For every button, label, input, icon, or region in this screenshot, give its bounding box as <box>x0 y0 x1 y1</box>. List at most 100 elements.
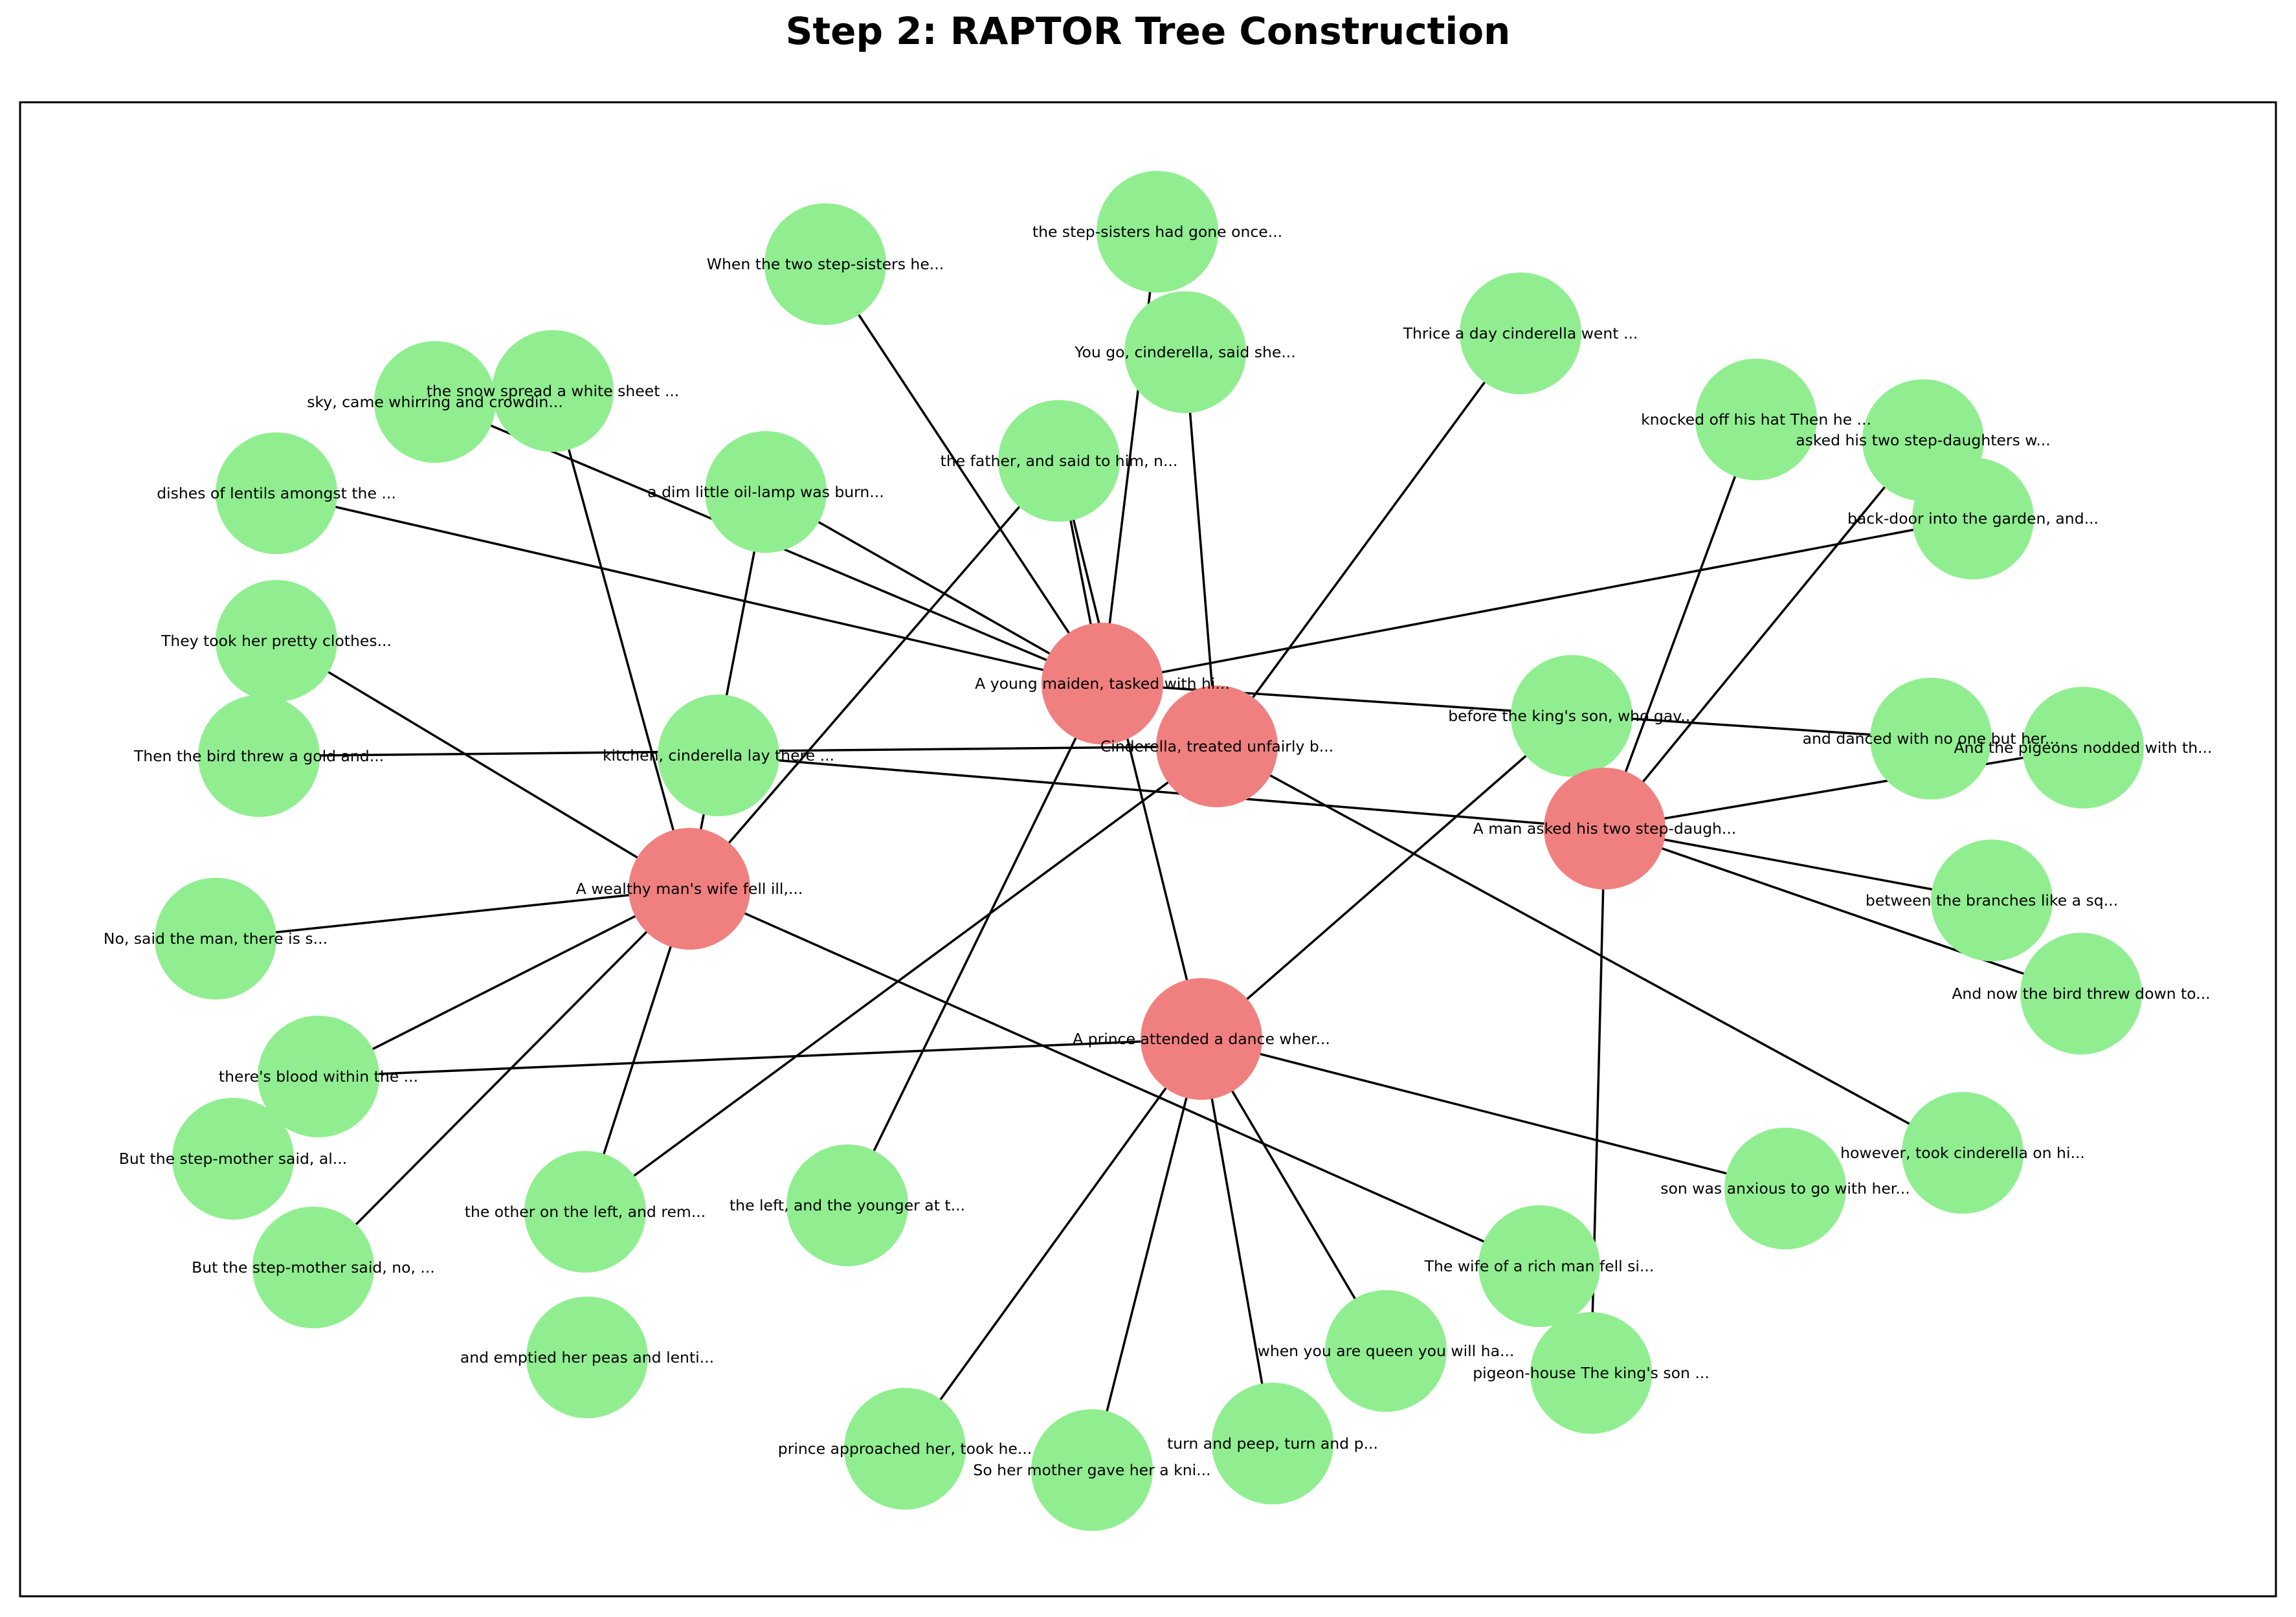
leaf-node-l13 <box>216 580 337 702</box>
leaf-node-l6 <box>492 330 614 452</box>
leaf-node-l9 <box>216 432 337 554</box>
summary-node-s4 <box>1544 768 1666 889</box>
edge-s4-l7 <box>1603 419 1757 829</box>
leaf-node-l26 <box>786 1144 908 1266</box>
leaf-node-label: dishes of lentils amongst the ... <box>157 484 396 502</box>
leaf-node-label: and danced with no one but her... <box>1803 730 2060 748</box>
edge-s5-l33 <box>1200 1038 1274 1444</box>
leaf-node-label: there's blood within the ... <box>219 1067 418 1086</box>
leaf-node-label: the left, and the younger at t... <box>730 1196 965 1214</box>
edge-s4-l8 <box>1603 439 1924 830</box>
leaf-node-label: You go, cinderella, said she... <box>1074 343 1296 361</box>
leaf-node-l21 <box>2020 933 2142 1054</box>
edge-s3-l3 <box>1184 351 1218 747</box>
leaf-node-l11 <box>998 400 1120 522</box>
edge-s2-l26 <box>846 683 1104 1206</box>
leaf-node-label: the snow spread a white sheet ... <box>427 382 680 400</box>
leaf-node-label: the step-sisters had gone once... <box>1032 223 1282 241</box>
summary-node-label: A man asked his two step-daugh... <box>1473 820 1737 838</box>
edge-s1-l11 <box>688 460 1060 890</box>
summary-node-label: A wealthy man's wife fell ill,... <box>576 880 803 898</box>
leaf-node-l20 <box>1931 840 2053 961</box>
leaf-node-label: the father, and said to him, n... <box>941 452 1178 470</box>
edge-s1-l6 <box>552 390 691 889</box>
summary-node-s3 <box>1156 686 1278 807</box>
leaf-node-l31 <box>1325 1290 1447 1412</box>
summary-node-label: A prince attended a dance wher... <box>1073 1030 1330 1048</box>
leaf-node-label: When the two step-sisters he... <box>707 255 944 273</box>
edge-s2-l2 <box>824 263 1104 684</box>
leaf-node-label: son was anxious to go with her... <box>1660 1179 1910 1198</box>
leaf-node-l34 <box>844 1388 966 1510</box>
leaf-node-l25 <box>1724 1128 1846 1249</box>
edge-s5-l22 <box>318 1038 1202 1078</box>
leaf-node-label: And now the bird threw down to... <box>1952 985 2210 1003</box>
leaf-node-l1 <box>1097 171 1218 293</box>
edge-s1-l10 <box>688 491 767 889</box>
plot-frame <box>19 101 2277 1598</box>
leaf-node-l3 <box>1124 291 1246 413</box>
edge-s5-l34 <box>904 1038 1203 1450</box>
leaf-node-l7 <box>1695 359 1817 480</box>
leaf-node-label: And the pigeons nodded with th... <box>1954 739 2212 757</box>
leaf-node-l14 <box>1511 655 1633 777</box>
leaf-node-l19 <box>155 878 276 999</box>
edge-s2-l9 <box>276 492 1103 685</box>
summary-node-s2 <box>1042 623 1163 744</box>
edge-s4-l18 <box>1604 746 2084 830</box>
leaf-node-l33 <box>1212 1383 1333 1504</box>
leaf-node-l23 <box>172 1098 294 1220</box>
leaf-node-l10 <box>705 431 827 553</box>
leaf-node-l35 <box>1031 1409 1153 1531</box>
leaf-node-label: turn and peep, turn and p... <box>1167 1434 1378 1453</box>
leaf-node-l16 <box>658 695 779 816</box>
leaf-node-label: Then the bird threw a gold and... <box>133 747 384 765</box>
leaf-node-label: But the step-mother said, no, ... <box>192 1258 435 1277</box>
leaf-node-label: The wife of a rich man fell si... <box>1424 1257 1655 1275</box>
leaf-node-label: a dim little oil-lamp was burn... <box>647 483 884 501</box>
leaf-node-l12 <box>1912 458 2034 579</box>
leaf-node-label: But the step-mother said, al... <box>119 1150 347 1168</box>
leaf-node-l18 <box>2022 687 2144 808</box>
leaf-node-label: prince approached her, took he... <box>778 1440 1032 1458</box>
edge-s3-l24 <box>1216 745 1963 1154</box>
leaf-node-label: when you are queen you will ha... <box>1258 1342 1515 1360</box>
edge-s5-l11 <box>1058 460 1203 1040</box>
leaf-node-l4 <box>1460 273 1581 394</box>
leaf-node-l29 <box>1478 1205 1600 1327</box>
label-layer: the step-sisters had gone once... When th… <box>104 223 2212 1479</box>
leaf-node-l30 <box>526 1297 648 1418</box>
leaf-node-label: however, took cinderella on hi... <box>1840 1144 2085 1162</box>
leaf-node-label: between the branches like a sq... <box>1866 891 2118 909</box>
edge-s3-l27 <box>584 745 1218 1213</box>
leaf-node-label: back-door into the garden, and... <box>1847 509 2099 528</box>
summary-node-label: A young maiden, tasked with hi... <box>975 675 1230 693</box>
edge-s4-l20 <box>1604 827 1992 902</box>
edge-s1-l13 <box>276 640 690 890</box>
edge-s3-l4 <box>1216 332 1522 748</box>
leaf-node-label: and emptied her peas and lenti... <box>460 1348 714 1366</box>
edge-s2-l12 <box>1102 517 1974 685</box>
node-layer <box>155 171 2144 1531</box>
leaf-node-l32 <box>1530 1312 1652 1434</box>
leaf-node-label: Thrice a day cinderella went ... <box>1403 324 1638 342</box>
leaf-node-label: the other on the left, and rem... <box>465 1203 706 1221</box>
leaf-node-label: knocked off his hat Then he ... <box>1641 410 1871 429</box>
edge-s1-l19 <box>215 887 690 940</box>
summary-node-s1 <box>629 828 750 950</box>
leaf-node-label: pigeon-house The king's son ... <box>1473 1364 1710 1382</box>
edge-s1-l28 <box>312 887 691 1269</box>
summary-node-s5 <box>1141 978 1262 1100</box>
edge-s5-l35 <box>1091 1038 1203 1471</box>
edge-s5-l14 <box>1200 715 1573 1040</box>
leaf-node-l28 <box>252 1207 374 1328</box>
leaf-node-label: No, said the man, there is s... <box>104 930 328 948</box>
edge-s2-l10 <box>765 491 1103 685</box>
leaf-node-l5 <box>374 341 496 463</box>
summary-node-label: Cinderella, treated unfairly b... <box>1100 737 1333 755</box>
edge-s1-l22 <box>318 887 690 1078</box>
leaf-node-l2 <box>764 203 886 325</box>
leaf-node-l17 <box>1870 678 1992 799</box>
leaf-node-l24 <box>1902 1092 2023 1214</box>
